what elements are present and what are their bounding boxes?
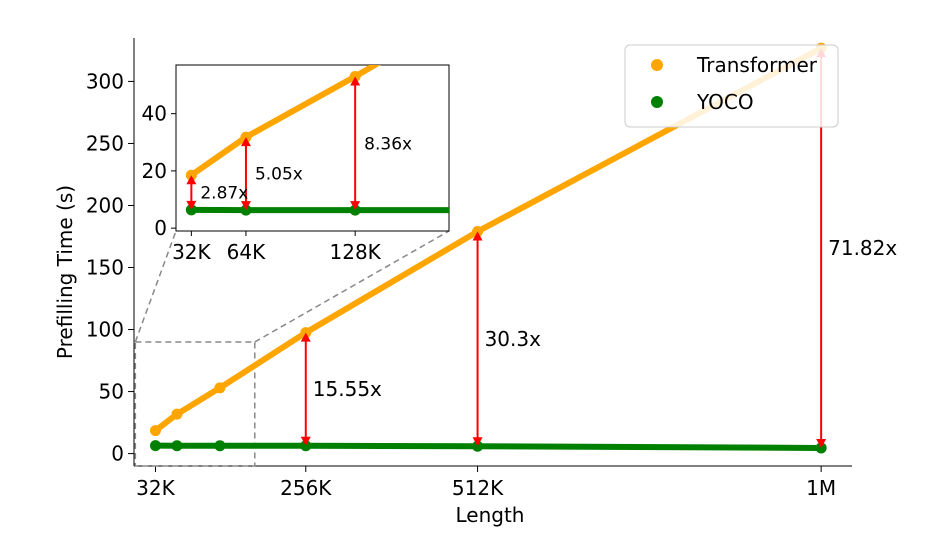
inset-speedup-arrow-head — [240, 137, 251, 147]
inset-y-tick-label: 40 — [142, 102, 167, 126]
inset-speedup-label: 8.36x — [364, 134, 412, 154]
inset-y-tick-label: 20 — [142, 159, 167, 183]
legend-label-transformer: Transformer — [696, 53, 818, 77]
legend-marker-transformer — [651, 59, 663, 71]
zoom-connector-line — [134, 230, 177, 343]
inset-speedup-label: 5.05x — [255, 165, 303, 185]
inset-speedup-arrow-head — [350, 76, 361, 86]
zoom-region-box — [134, 341, 256, 467]
inset-speedup-label: 2.87x — [200, 184, 248, 204]
y-axis-label: Prefilling Time (s) — [53, 185, 77, 359]
data-point-transformer — [171, 408, 183, 420]
speedup-arrow-head — [300, 332, 311, 342]
series-line-yoco — [152, 442, 825, 451]
y-tick-label: 150 — [86, 256, 124, 280]
y-tick-label: 0 — [111, 442, 124, 466]
legend-marker-yoco — [651, 96, 663, 108]
inset-x-tick-label: 64K — [227, 240, 266, 264]
speedup-arrow-head — [472, 231, 483, 241]
data-point-yoco — [171, 440, 183, 452]
inset-speedup-arrow-head — [186, 175, 197, 185]
y-tick-label: 300 — [86, 69, 124, 93]
inset-y-tick-label: 0 — [154, 216, 167, 240]
x-tick-label: 32K — [136, 476, 175, 500]
inset-x-tick-label: 128K — [330, 240, 382, 264]
inset-frame — [175, 64, 450, 232]
x-tick-label: 256K — [280, 476, 332, 500]
y-tick-label: 100 — [86, 318, 124, 342]
data-point-yoco — [214, 440, 226, 452]
y-tick-label: 50 — [99, 380, 124, 404]
inset-plot: 2.87x 5.05x 8.36x 0 20 40 32K 64K 128K — [142, 64, 450, 264]
inset-x-tick-label: 32K — [172, 240, 211, 264]
y-tick-label: 250 — [86, 131, 124, 155]
legend-label-yoco: YOCO — [696, 90, 754, 114]
x-tick-label: 1M — [806, 476, 836, 500]
data-point-yoco — [149, 440, 161, 452]
inset-speedup-arrow-head — [186, 200, 197, 210]
x-axis-label: Length — [456, 503, 525, 527]
speedup-arrow-head — [300, 436, 311, 446]
legend: Transformer YOCO — [624, 44, 839, 128]
data-point-transformer — [214, 382, 226, 394]
x-tick-label: 512K — [452, 476, 504, 500]
speedup-arrow-head — [472, 437, 483, 447]
inset-speedup-arrow-head — [240, 201, 251, 211]
inset-speedup-arrow-head — [350, 201, 361, 211]
speedup-label: 15.55x — [313, 377, 382, 401]
speedup-label: 30.3x — [485, 327, 542, 351]
speedup-arrow-head — [816, 438, 827, 448]
data-point-transformer — [149, 425, 161, 437]
legend-box — [624, 44, 839, 128]
zoom-connector-line — [254, 230, 450, 343]
y-tick-label: 200 — [86, 193, 124, 217]
inset-data-area — [185, 65, 449, 216]
inset-series-line-yoco — [188, 206, 449, 214]
inset-series-line-transformer — [188, 65, 381, 179]
speedup-label: 71.82x — [828, 236, 897, 260]
